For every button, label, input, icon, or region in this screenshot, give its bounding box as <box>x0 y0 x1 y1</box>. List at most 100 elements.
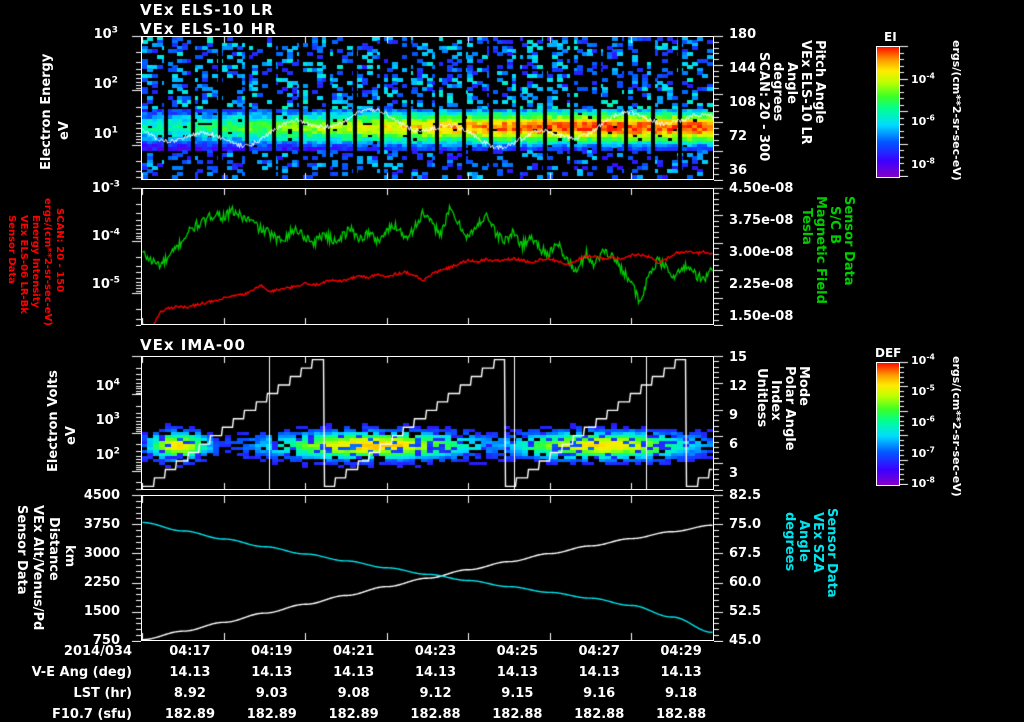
bottom-cell-r2-c5: 9.16 <box>583 686 616 701</box>
panel3-rtick-2: 9 <box>729 408 739 423</box>
panel1-right-ticks <box>714 35 726 181</box>
bottom-cell-r2-c6: 9.18 <box>665 686 698 701</box>
panel4-right-label-unit: degrees <box>782 512 797 572</box>
panel3-colorbar-tick-3: 10-7 <box>911 445 935 460</box>
panel2-left-label-scan: SCAN: 20 - 150 <box>54 208 65 293</box>
panel4-ytick-2: 3000 <box>83 546 120 561</box>
panel2-right-label-quantity: Magnetic Field <box>813 196 828 304</box>
panel1-ytick-2: 101 <box>93 125 118 142</box>
panel1-title-hr: VEx ELS-10 HR <box>140 20 277 38</box>
panel1-colorbar-title: EI <box>884 30 897 44</box>
bottom-cell-r1-c6: 14.13 <box>660 665 702 680</box>
panel3-colorbar-ticks <box>900 361 910 485</box>
bottom-cell-r3-c2: 182.89 <box>328 707 379 722</box>
panel1-right-label-sensor: VEx ELS-10 LR <box>798 40 813 145</box>
panel4-plot-area <box>141 495 714 641</box>
bottom-cell-r3-c5: 182.88 <box>574 707 625 722</box>
panel3-title: VEx IMA-00 <box>140 336 246 354</box>
panel2-rtick-4: 1.50e-08 <box>729 309 794 324</box>
panel1-plot-area <box>141 36 714 180</box>
panel2-ytick-1: 10-4 <box>91 227 120 244</box>
bottom-cell-r3-c6: 182.88 <box>655 707 707 722</box>
panel2-right-ticks <box>714 187 726 326</box>
panel3-spectrogram-canvas <box>142 357 713 489</box>
panel1-ytick-1: 102 <box>93 75 118 92</box>
panel3-ytick-0: 104 <box>95 377 120 394</box>
panel1-ytick-0: 103 <box>93 25 118 42</box>
bottom-cell-r0-c2: 04:21 <box>332 644 375 659</box>
panel3-rtick-1: 12 <box>729 379 748 394</box>
panel3-left-ticks <box>129 355 141 491</box>
panel3-y-axis-label-unit: eV <box>64 426 79 445</box>
bottom-cell-r0-c4: 04:25 <box>496 644 539 659</box>
bottom-cell-r0-c3: 04:23 <box>414 644 457 659</box>
panel1-colorbar-unit: ergs/(cm**2-sr-sec-eV) <box>950 40 963 181</box>
panel2-left-ticks <box>129 187 141 326</box>
panel4-rtick-1: 75.0 <box>729 517 762 532</box>
panel3-colorbar-tick-2: 10-6 <box>911 414 935 429</box>
panel1-rtick-1: 144 <box>729 61 757 76</box>
panel4-rtick-4: 52.5 <box>729 604 762 619</box>
panel2-rtick-2: 3.00e-08 <box>729 245 794 260</box>
panel3-right-label-mode: Mode <box>796 366 811 406</box>
bottom-cell-r2-c4: 9.15 <box>501 686 534 701</box>
panel2-rtick-3: 2.25e-08 <box>729 277 794 292</box>
panel3-right-label-index: Index <box>768 380 783 421</box>
panel1-left-ticks <box>129 35 141 181</box>
bottom-cell-r0-c6: 04:29 <box>660 644 702 659</box>
panel1-rtick-0: 180 <box>729 27 757 42</box>
panel1-rtick-4: 36 <box>729 163 748 178</box>
panel1-title-lr: VEx ELS-10 LR <box>140 1 274 19</box>
panel4-rtick-5: 45.0 <box>729 633 762 648</box>
panel4-right-ticks <box>714 494 726 642</box>
panel2-left-label-unit: ergs/(cm**2-sr-sec-eV) <box>42 198 53 326</box>
bottom-cell-r1-c5: 14.13 <box>578 665 620 680</box>
panel4-right-label-source: VEx SZA <box>810 512 825 573</box>
panel3-colorbar-tick-1: 10-5 <box>911 383 935 398</box>
bottom-cell-r3-c0: 182.89 <box>164 707 215 722</box>
panel4-left-ticks <box>129 494 141 642</box>
panel2-right-label-source: S/C B <box>827 206 842 245</box>
panel4-left-label-source: VEx Alt/Venus/Pd <box>30 505 45 631</box>
panel3-rtick-3: 6 <box>729 437 739 452</box>
panel1-rtick-3: 72 <box>729 129 748 144</box>
bottom-cell-r2-c2: 9.08 <box>337 686 370 701</box>
panel3-colorbar-unit: ergs/(cm**2-sr-sec-eV) <box>950 356 963 497</box>
panel3-colorbar-title: DEF <box>875 346 902 360</box>
bottom-row-label-3: F10.7 (sfu) <box>51 707 132 722</box>
panel3-right-ticks <box>714 355 726 491</box>
panel2-rtick-1: 3.75e-08 <box>729 213 794 228</box>
bottom-cell-r0-c1: 04:19 <box>251 644 293 659</box>
panel3-ytick-1: 103 <box>95 411 120 428</box>
panel1-y-axis-label: Electron Energy <box>39 54 54 170</box>
panel1-rtick-2: 108 <box>729 95 757 110</box>
panel1-right-label-angle: Angle <box>784 62 799 104</box>
panel2-left-label-instrument: VEx ELS-06 LR-Bk <box>18 215 29 314</box>
bottom-cell-r3-c1: 182.89 <box>246 707 297 722</box>
panel2-ytick-0: 10-3 <box>91 179 120 196</box>
bottom-cell-r2-c1: 9.03 <box>255 686 288 701</box>
bottom-row-label-2: LST (hr) <box>73 686 132 701</box>
bottom-row-label-1: V-E Ang (deg) <box>31 665 132 680</box>
bottom-row-label-0: 2014/034 <box>63 644 132 659</box>
panel1-colorbar-ticks <box>900 45 910 177</box>
bottom-cell-r1-c4: 14.13 <box>496 665 538 680</box>
panel4-ytick-3: 2250 <box>83 575 120 590</box>
bottom-cell-r3-c4: 182.88 <box>492 707 543 722</box>
panel3-plot-area <box>141 356 714 490</box>
panel3-colorbar-tick-4: 10-8 <box>911 475 935 490</box>
panel2-left-label-quantity: Energy Intensity <box>30 215 41 309</box>
panel3-colorbar-tick-0: 10-4 <box>911 352 935 367</box>
panel3-ytick-2: 102 <box>95 446 120 463</box>
panel1-colorbar-tick-0: 10-4 <box>911 71 935 86</box>
panel1-right-label-pitch: Pitch Angle <box>812 40 827 124</box>
panel2-rtick-0: 4.50e-08 <box>729 181 794 196</box>
bottom-cell-r1-c0: 14.13 <box>169 665 211 680</box>
bottom-cell-r2-c0: 8.92 <box>173 686 206 701</box>
panel2-right-label-unit: Tesla <box>799 208 814 245</box>
panel4-ytick-1: 3750 <box>83 517 120 532</box>
panel4-rtick-3: 60.0 <box>729 575 762 590</box>
bottom-cell-r0-c5: 04:27 <box>578 644 620 659</box>
bottom-cell-r3-c3: 182.88 <box>410 707 461 722</box>
